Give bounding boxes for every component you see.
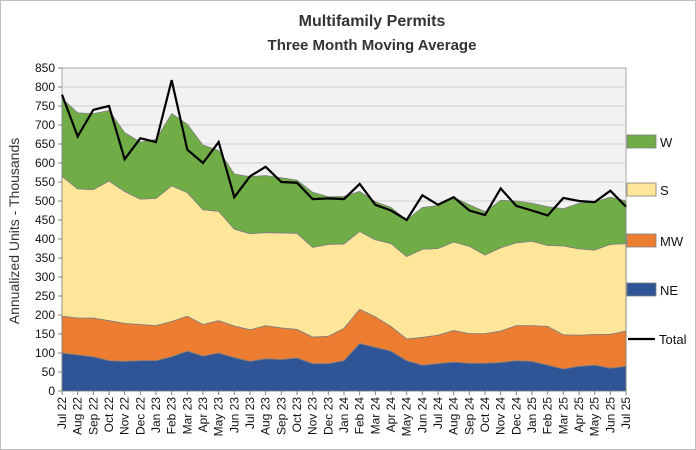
- x-tick-label-16: Nov 23: [306, 397, 320, 435]
- legend-label-mw: MW: [660, 234, 684, 249]
- x-tick-label-30: Jan 25: [525, 397, 539, 433]
- x-tick-label-35: Jun 25: [603, 397, 617, 433]
- x-tick-label-24: Jul 24: [431, 397, 445, 429]
- x-tick-label-28: Nov 24: [494, 397, 508, 435]
- x-tick-label-18: Jan 24: [337, 397, 351, 433]
- x-tick-label-3: Oct 22: [102, 397, 116, 433]
- x-tick-label-36: Jul 25: [619, 397, 633, 429]
- x-tick-label-7: Feb 23: [165, 397, 179, 435]
- chart-subtitle: Three Month Moving Average: [268, 37, 477, 54]
- x-tick-label-5: Dec 22: [133, 397, 147, 435]
- y-tick-label-350: 350: [35, 251, 55, 265]
- x-tick-label-25: Aug 24: [447, 397, 461, 435]
- x-axis: Jul 22 Aug 22 Sep 22 Oct 22 Nov 22 Dec 22 Jan …: [55, 391, 633, 436]
- y-tick-label-400: 400: [35, 232, 55, 246]
- x-tick-label-10: May 23: [212, 397, 226, 437]
- y-tick-label-250: 250: [35, 289, 55, 303]
- y-axis-title: Annualized Units - Thousands: [6, 138, 22, 325]
- x-tick-label-13: Aug 23: [259, 397, 273, 435]
- legend-swatch-s: [626, 182, 657, 197]
- y-tick-label-50: 50: [42, 365, 56, 379]
- x-tick-label-0: Jul 22: [55, 397, 69, 429]
- y-tick-label-650: 650: [35, 137, 55, 151]
- y-tick-label-550: 550: [35, 175, 55, 189]
- legend-swatch-mw: [626, 233, 657, 248]
- x-tick-label-21: Apr 24: [384, 397, 398, 433]
- x-tick-label-2: Sep 22: [86, 397, 100, 435]
- x-tick-label-32: Mar 25: [556, 397, 570, 435]
- legend-label-w: W: [660, 135, 673, 150]
- legend-swatch-w: [626, 134, 657, 149]
- total-line: [60, 79, 627, 222]
- stacked-areas: [61, 97, 627, 392]
- x-tick-label-8: Mar 23: [180, 397, 194, 435]
- x-tick-label-22: May 24: [400, 397, 414, 437]
- legend-label-ne: NE: [660, 283, 678, 298]
- x-tick-label-14: Sep 23: [274, 397, 288, 435]
- x-tick-label-11: Jun 23: [227, 397, 241, 433]
- x-tick-label-9: Apr 23: [196, 397, 210, 433]
- x-tick-label-6: Jan 23: [149, 397, 163, 433]
- y-tick-label-0: 0: [48, 384, 55, 398]
- x-tick-label-34: May 25: [588, 397, 602, 437]
- x-tick-label-4: Nov 22: [118, 397, 132, 435]
- x-tick-label-33: Apr 25: [572, 397, 586, 433]
- x-tick-label-20: Mar 24: [368, 397, 382, 435]
- x-tick-label-17: Dec 23: [321, 397, 335, 435]
- legend-label-s: S: [660, 183, 669, 198]
- x-tick-label-31: Feb 25: [541, 397, 555, 435]
- legend-label-total: Total: [659, 332, 687, 347]
- x-tick-label-1: Aug 22: [71, 397, 85, 435]
- x-tick-label-26: Sep 24: [462, 397, 476, 435]
- y-tick-label-450: 450: [35, 213, 55, 227]
- y-tick-label-600: 600: [35, 156, 55, 170]
- y-tick-label-750: 750: [35, 99, 55, 113]
- y-tick-label-150: 150: [35, 327, 55, 341]
- x-tick-label-29: Dec 24: [509, 397, 523, 435]
- chart-title: Multifamily Permits: [299, 13, 446, 30]
- x-tick-label-27: Oct 24: [478, 397, 492, 433]
- area-w: [61, 97, 627, 257]
- y-tick-label-800: 800: [35, 80, 55, 94]
- total-line-layer: [60, 79, 627, 222]
- legend-swatch-ne: [626, 282, 657, 297]
- x-tick-label-23: Jun 24: [415, 397, 429, 433]
- y-tick-label-700: 700: [35, 118, 55, 132]
- legend: W S MW NE Total: [626, 134, 687, 347]
- y-tick-label-850: 850: [35, 61, 55, 75]
- x-tick-label-19: Feb 24: [353, 397, 367, 435]
- x-tick-label-12: Jul 23: [243, 397, 257, 429]
- y-tick-label-200: 200: [35, 308, 55, 322]
- y-axis: 0 50 100 150 200 250 300 350 400 450 500 550 600 650 7…: [35, 61, 62, 398]
- y-tick-label-300: 300: [35, 270, 55, 284]
- y-tick-label-500: 500: [35, 194, 55, 208]
- x-tick-label-15: Oct 23: [290, 397, 304, 433]
- y-tick-label-100: 100: [35, 346, 55, 360]
